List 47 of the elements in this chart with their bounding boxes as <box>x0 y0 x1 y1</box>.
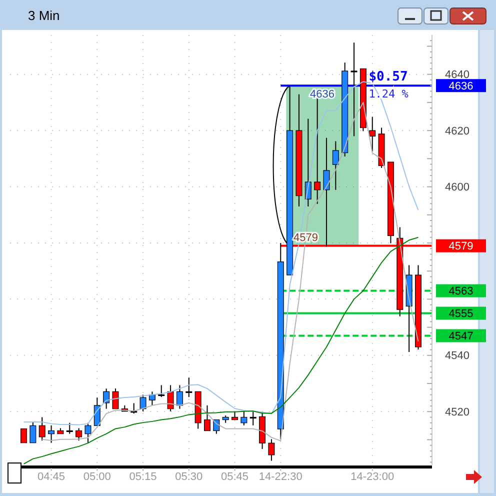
ref-line-label: 4563 <box>448 286 474 298</box>
x-tick-label: 14-22:30 <box>258 471 302 483</box>
x-tick-label: 05:15 <box>129 471 157 483</box>
candlestick <box>167 384 174 412</box>
candlestick <box>186 377 192 398</box>
ref-line-label: 4579 <box>448 240 474 253</box>
y-tick-label: 4520 <box>445 406 470 418</box>
y-tick-label: 4620 <box>445 125 470 138</box>
candlestick <box>158 384 165 398</box>
candlestick <box>350 42 358 137</box>
ref-line-label: 4636 <box>448 80 474 92</box>
candlestick <box>112 388 119 410</box>
y-tick-label: 4640 <box>445 69 470 82</box>
candlestick <box>250 410 256 426</box>
x-tick-label: 05:30 <box>175 471 203 483</box>
x-tick-label: 14-23:00 <box>350 471 394 483</box>
candlestick <box>314 97 321 204</box>
x-tick-label: 04:45 <box>38 471 66 483</box>
annotation: 4636 <box>310 88 334 101</box>
y-tick-label: 4540 <box>445 350 470 362</box>
ref-line-label: 4555 <box>448 308 474 320</box>
candlestick <box>148 391 156 406</box>
candlestick <box>48 424 55 444</box>
candlestick <box>140 394 146 412</box>
candlestick <box>176 384 183 410</box>
annotation: $0.57 <box>368 70 408 85</box>
candlestick <box>94 397 100 426</box>
y-tick-label: 4600 <box>445 182 470 194</box>
chart-title: 3 Min <box>28 8 60 23</box>
annotation: 1.24 % <box>368 88 409 101</box>
candlestick <box>66 422 73 434</box>
x-tick-label: 05:00 <box>83 471 111 483</box>
candlestick <box>268 438 275 462</box>
candlestick <box>240 410 248 426</box>
annotation: 4579 <box>293 232 318 244</box>
candlestick <box>38 416 46 442</box>
candlestick <box>323 137 330 248</box>
x-tick-label: 05:45 <box>220 471 249 483</box>
candlestick <box>30 422 36 444</box>
candlestick <box>332 140 339 190</box>
candlestick <box>84 422 92 444</box>
candlestick <box>20 428 27 444</box>
candlestick <box>103 388 110 410</box>
ref-line-label: 4547 <box>448 330 474 343</box>
candlestick <box>369 116 376 152</box>
candlestick <box>204 404 210 432</box>
candlestick <box>76 428 82 442</box>
